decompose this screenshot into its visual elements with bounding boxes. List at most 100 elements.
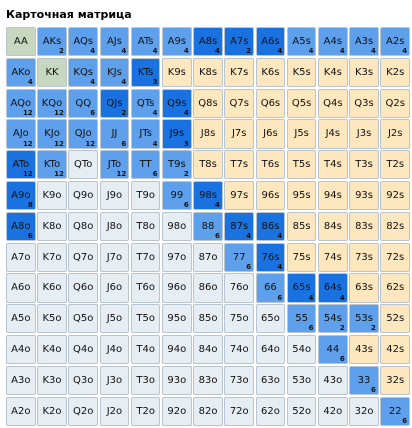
hand-cell[interactable]: 92s [380, 181, 411, 211]
hand-cell[interactable]: 32o [349, 396, 379, 426]
hand-cell[interactable]: K2o [37, 396, 67, 426]
hand-cell[interactable]: Q6o [68, 273, 99, 303]
hand-cell[interactable]: J2s [380, 119, 411, 149]
hand-cell[interactable]: QJs 2 [99, 88, 130, 118]
hand-cell[interactable]: 95s [286, 181, 317, 211]
hand-cell[interactable]: A3o [6, 365, 36, 396]
hand-cell[interactable]: A7s 2 [224, 27, 255, 57]
hand-cell[interactable]: T8s [193, 150, 223, 180]
hand-cell[interactable]: TT 6 [130, 150, 161, 180]
hand-cell[interactable]: QQ 6 [68, 88, 99, 118]
hand-cell[interactable]: T7s [224, 150, 255, 180]
hand-cell[interactable]: Q8s [193, 88, 223, 118]
hand-cell[interactable]: J4s [318, 119, 348, 149]
hand-cell[interactable]: T3o [130, 365, 161, 396]
hand-cell[interactable]: A3s 4 [349, 27, 379, 57]
hand-cell[interactable]: ATo 12 [6, 150, 36, 180]
hand-cell[interactable]: KJs 4 [99, 57, 130, 88]
hand-cell[interactable]: A5s 4 [286, 27, 317, 57]
hand-cell[interactable]: 85s [286, 211, 317, 242]
hand-cell[interactable]: 63s [349, 273, 379, 303]
hand-cell[interactable]: AJs 4 [99, 27, 130, 57]
hand-cell[interactable]: 64o [255, 335, 286, 365]
hand-cell[interactable]: 84s [318, 211, 348, 242]
hand-cell[interactable]: AA [6, 27, 36, 57]
hand-cell[interactable]: 53s 2 [349, 304, 379, 334]
hand-cell[interactable]: T4s [318, 150, 348, 180]
hand-cell[interactable]: T6s [255, 150, 286, 180]
hand-cell[interactable]: QTo [68, 150, 99, 180]
hand-cell[interactable]: 98o [162, 211, 192, 242]
hand-cell[interactable]: JJ 6 [99, 119, 130, 149]
hand-cell[interactable]: A4o [6, 335, 36, 365]
hand-cell[interactable]: A2o [6, 396, 36, 426]
hand-cell[interactable]: 54o [286, 335, 317, 365]
hand-cell[interactable]: J7s [224, 119, 255, 149]
hand-cell[interactable]: A4s 4 [318, 27, 348, 57]
hand-cell[interactable]: 83s [349, 211, 379, 242]
hand-cell[interactable]: 66 6 [255, 273, 286, 303]
hand-cell[interactable]: K3o [37, 365, 67, 396]
hand-cell[interactable]: A9o 8 [6, 181, 36, 211]
hand-cell[interactable]: 42s [380, 335, 411, 365]
hand-cell[interactable]: 94o [162, 335, 192, 365]
hand-cell[interactable]: 73s [349, 242, 379, 272]
hand-cell[interactable]: 73o [224, 365, 255, 396]
hand-cell[interactable]: 87o [193, 242, 223, 272]
hand-cell[interactable]: A6s 4 [255, 27, 286, 57]
hand-cell[interactable]: 97s [224, 181, 255, 211]
hand-cell[interactable]: T2s [380, 150, 411, 180]
hand-cell[interactable]: A6o [6, 273, 36, 303]
hand-cell[interactable]: QTs 4 [130, 88, 161, 118]
hand-cell[interactable]: K3s [349, 57, 379, 88]
hand-cell[interactable]: 62s [380, 273, 411, 303]
hand-cell[interactable]: 83o [193, 365, 223, 396]
hand-cell[interactable]: QJo 12 [68, 119, 99, 149]
hand-cell[interactable]: 32s [380, 365, 411, 396]
hand-cell[interactable]: Q2s [380, 88, 411, 118]
hand-cell[interactable]: T8o [130, 211, 161, 242]
hand-cell[interactable]: 64s 4 [318, 273, 348, 303]
hand-cell[interactable]: J6o [99, 273, 130, 303]
hand-cell[interactable]: 87s 4 [224, 211, 255, 242]
hand-cell[interactable]: 43o [318, 365, 348, 396]
hand-cell[interactable]: 85o [193, 304, 223, 334]
hand-cell[interactable]: T4o [130, 335, 161, 365]
hand-cell[interactable]: KQs 4 [68, 57, 99, 88]
hand-cell[interactable]: 97o [162, 242, 192, 272]
hand-cell[interactable]: J3o [99, 365, 130, 396]
hand-cell[interactable]: 77 6 [224, 242, 255, 272]
hand-cell[interactable]: AKo 4 [6, 57, 36, 88]
hand-cell[interactable]: Q3o [68, 365, 99, 396]
hand-cell[interactable]: Q6s [255, 88, 286, 118]
hand-cell[interactable]: 96s [255, 181, 286, 211]
hand-cell[interactable]: 63o [255, 365, 286, 396]
hand-cell[interactable]: K5o [37, 304, 67, 334]
hand-cell[interactable]: 52s [380, 304, 411, 334]
hand-cell[interactable]: 52o [286, 396, 317, 426]
hand-cell[interactable]: KK [37, 57, 67, 88]
hand-cell[interactable]: Q5s [286, 88, 317, 118]
hand-cell[interactable]: T5s [286, 150, 317, 180]
hand-cell[interactable]: 76s 4 [255, 242, 286, 272]
hand-cell[interactable]: J9o [99, 181, 130, 211]
hand-cell[interactable]: 86s 4 [255, 211, 286, 242]
hand-cell[interactable]: KJo 12 [37, 119, 67, 149]
hand-cell[interactable]: 74o [224, 335, 255, 365]
hand-cell[interactable]: K6o [37, 273, 67, 303]
hand-cell[interactable]: 62o [255, 396, 286, 426]
hand-cell[interactable]: 94s [318, 181, 348, 211]
hand-cell[interactable]: Q9s 4 [162, 88, 192, 118]
hand-cell[interactable]: Q2o [68, 396, 99, 426]
hand-cell[interactable]: 65s 4 [286, 273, 317, 303]
hand-cell[interactable]: A8o 6 [6, 211, 36, 242]
hand-cell[interactable]: 93o [162, 365, 192, 396]
hand-cell[interactable]: 54s 2 [318, 304, 348, 334]
hand-cell[interactable]: Q7o [68, 242, 99, 272]
hand-cell[interactable]: Q3s [349, 88, 379, 118]
hand-cell[interactable]: K9o [37, 181, 67, 211]
hand-cell[interactable]: AQo 12 [6, 88, 36, 118]
hand-cell[interactable]: AQs 4 [68, 27, 99, 57]
hand-cell[interactable]: KTs 3 [130, 57, 161, 88]
hand-cell[interactable]: 93s [349, 181, 379, 211]
